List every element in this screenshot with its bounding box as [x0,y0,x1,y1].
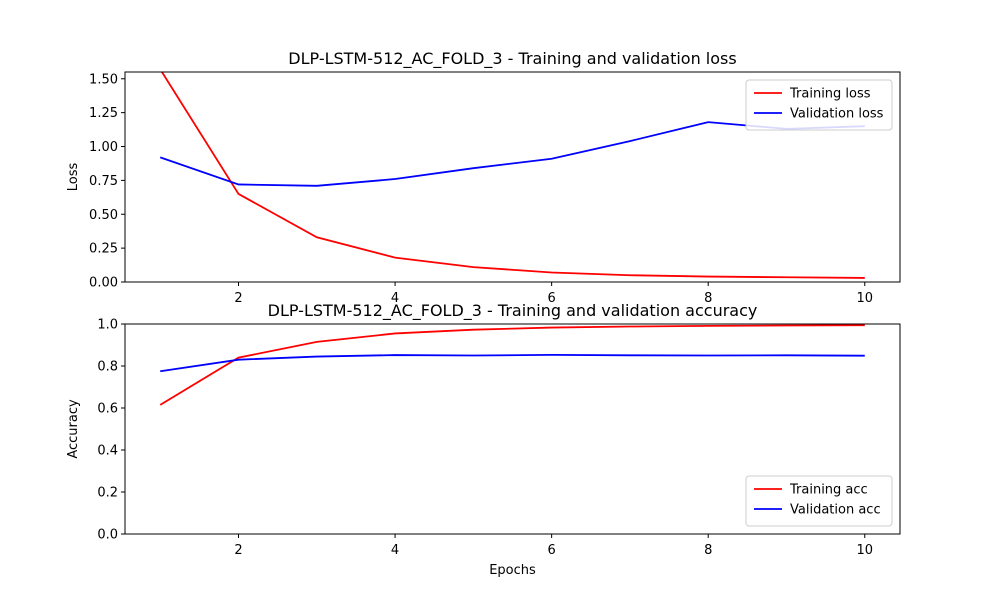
loss-legend: Training loss Validation loss [745,79,893,131]
accuracy-axes-frame [124,323,901,535]
loss-x-tick-label: 6 [548,291,556,306]
loss-chart-title: DLP-LSTM-512_AC_FOLD_3 - Training and va… [288,49,736,69]
loss-axes-frame [124,71,901,283]
accuracy-y-tick-label: 0.4 [97,444,118,459]
loss-y-tick-label: 0.00 [89,276,118,291]
accuracy-legend-box [745,475,893,527]
loss-x-tick-label: 4 [391,291,399,306]
accuracy-x-tick-label: 8 [704,543,712,558]
accuracy-y-tick-label: 0.6 [97,402,118,417]
accuracy-x-tick-label: 10 [856,543,873,558]
accuracy-y-tick-label: 0.8 [97,360,118,375]
accuracy-x-tick-label: 6 [548,543,556,558]
accuracy-chart-title: DLP-LSTM-512_AC_FOLD_3 - Training and va… [268,301,758,321]
accuracy-x-axis-label: Epochs [489,563,536,578]
loss-y-tick-label: 1.50 [89,72,118,87]
accuracy-legend: Training acc Validation acc [745,475,893,527]
accuracy-y-tick-label: 1.0 [97,318,118,333]
loss-y-axis-label: Loss [66,163,81,192]
loss-y-tick-label: 1.00 [89,140,118,155]
loss-y-tick-label: 0.50 [89,208,118,223]
accuracy-x-tick-label: 4 [391,543,399,558]
accuracy-legend-label: Validation acc [790,503,881,518]
accuracy-series-line-training [159,324,865,406]
loss-y-tick-label: 0.25 [89,242,118,257]
loss-y-tick-label: 1.25 [89,106,118,121]
accuracy-y-axis-label: Accuracy [66,399,81,459]
loss-y-tick-label: 0.75 [89,174,118,189]
loss-x-tick-label: 2 [234,291,242,306]
accuracy-x-tick-label: 2 [234,543,242,558]
loss-legend-box [745,79,893,131]
accuracy-legend-label: Training acc [789,483,868,498]
accuracy-y-tick-label: 0.2 [97,486,118,501]
accuracy-chart: 2 4 6 8 10 0.0 0.2 0.4 0.6 0.8 1.0 DLP-LSTM-512_AC_… [66,301,901,578]
loss-series-line-training [160,72,865,279]
loss-legend-label: Training loss [789,87,871,102]
loss-x-tick-label: 10 [856,291,873,306]
accuracy-series-line-validation [160,353,865,373]
loss-x-tick-label: 8 [704,291,712,306]
accuracy-y-tick-label: 0.0 [97,528,118,543]
loss-series-line-validation [159,121,865,187]
loss-chart: 2 4 6 8 10 0.00 0.25 0.50 0.75 1.00 1.25 1.50 DLP-LS… [66,49,901,306]
loss-legend-label: Validation loss [790,107,884,122]
